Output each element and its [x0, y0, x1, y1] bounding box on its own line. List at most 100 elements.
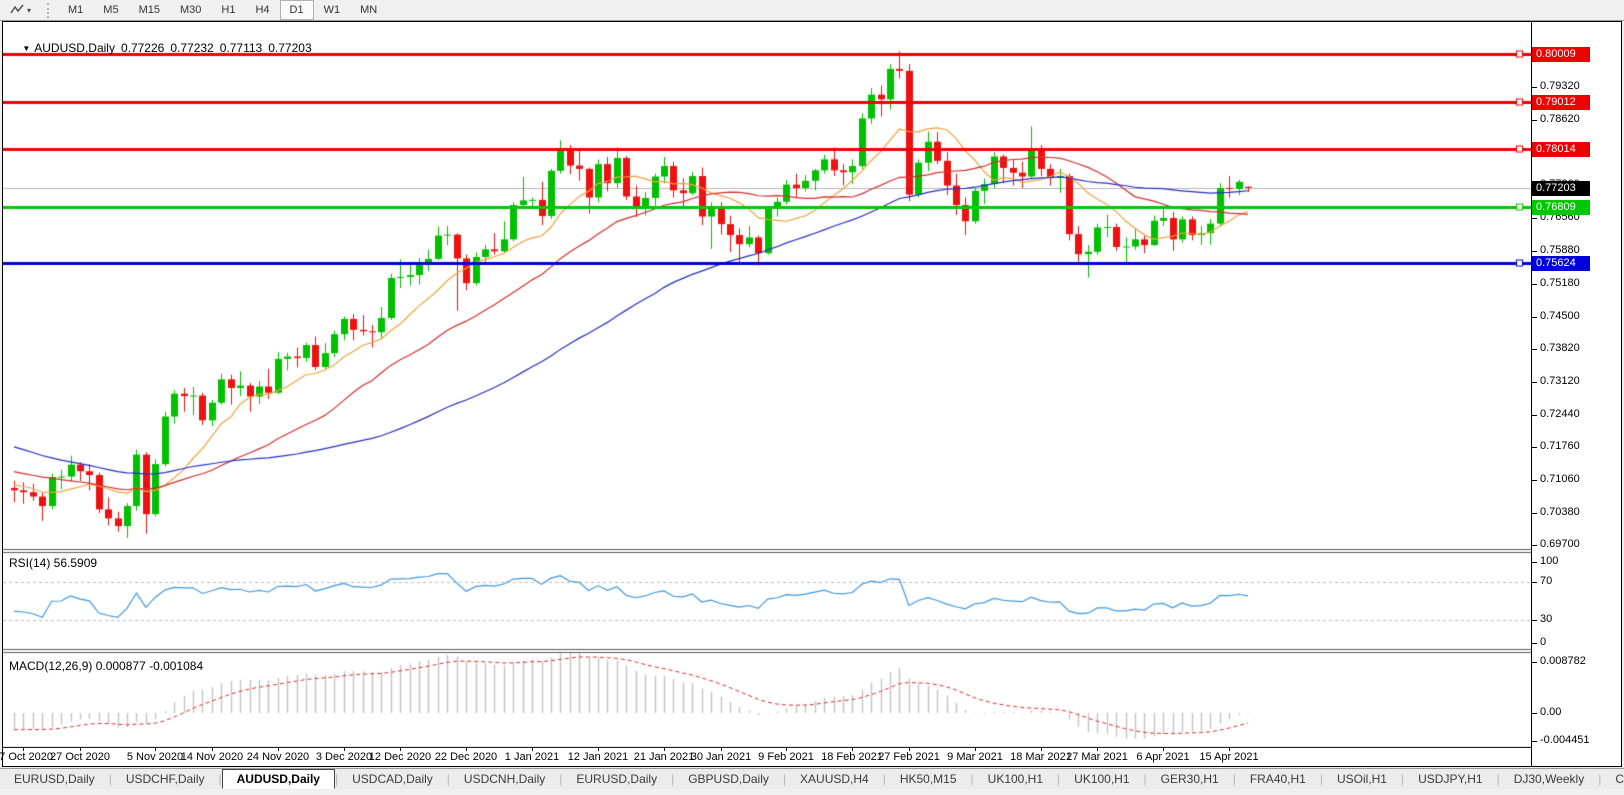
chart-symbol-label: AUDUSD,Daily — [34, 41, 115, 55]
time-axis-label: 22 Dec 2020 — [434, 751, 498, 763]
macd-indicator-label: MACD(12,26,9) 0.000877 -0.001084 — [9, 659, 204, 673]
timeframe-button-M15[interactable]: M15 — [138, 4, 160, 16]
tab-separator: | — [1057, 772, 1061, 786]
tab-separator: | — [1319, 772, 1323, 786]
tab-separator: | — [671, 772, 675, 786]
time-tick — [80, 748, 81, 751]
price-tick — [1532, 480, 1537, 481]
macd-tick — [1532, 662, 1537, 663]
rsi-tick — [1532, 582, 1537, 583]
time-axis-label: 24 Nov 2020 — [246, 751, 310, 763]
chevron-down-icon: ▾ — [27, 5, 32, 15]
chart-tab-DJ30-Weekly[interactable]: DJ30,Weekly — [1513, 772, 1585, 786]
time-tick — [278, 748, 279, 751]
rsi-tick — [1532, 620, 1537, 621]
price-axis-label: 0.75880 — [1540, 244, 1580, 256]
price-tick — [1532, 513, 1537, 514]
tab-separator: | — [446, 772, 450, 786]
rsi-axis-label: 30 — [1540, 613, 1553, 625]
rsi-axis-label: 0 — [1540, 636, 1547, 648]
chart-tab-USOil-H1[interactable]: USOil,H1 — [1336, 772, 1387, 786]
price-chart-canvas[interactable] — [3, 22, 1531, 748]
time-tick — [786, 748, 787, 751]
rsi-tick — [1532, 643, 1537, 644]
price-axis-label: 0.71760 — [1540, 440, 1580, 452]
collapse-triangle-icon[interactable]: ▼ — [22, 44, 31, 53]
tab-separator: | — [334, 772, 339, 786]
macd-axis-label: 0.00 — [1540, 706, 1562, 718]
timeframe-button-M30[interactable]: M30 — [179, 4, 202, 16]
time-axis-label: 9 Feb 2021 — [758, 751, 814, 763]
chart-tab-USDCHF-Daily[interactable]: USDCHF,Daily — [125, 772, 205, 786]
open-value: 0.77226 — [120, 41, 165, 55]
time-tick — [1097, 748, 1098, 751]
time-axis-label: 18 Feb 2021 — [821, 751, 883, 763]
chart-tab-UK100-H1[interactable]: UK100,H1 — [987, 772, 1044, 786]
time-axis-label: 6 Apr 2021 — [1136, 751, 1190, 763]
tab-separator: | — [108, 772, 112, 786]
price-tick — [1532, 87, 1537, 88]
price-axis-label: 0.75180 — [1540, 277, 1580, 289]
price-tick — [1532, 349, 1537, 350]
price-level-badge: 0.75624 — [1532, 256, 1590, 271]
timeframe-button-D1[interactable]: D1 — [279, 0, 314, 20]
price-level-badge: 0.79012 — [1532, 95, 1590, 110]
time-axis-label: 14 Nov 2020 — [180, 751, 244, 763]
tab-separator: | — [1400, 772, 1405, 786]
rsi-axis-label: 70 — [1540, 575, 1553, 587]
chart-line-tool-icon — [10, 4, 24, 14]
chart-tab-bar: EURUSD,Daily | USDCHF,Daily | AUDUSD,Daily | U… — [0, 768, 1624, 789]
chart-tab-AUDUSD-Daily[interactable]: AUDUSD,Daily — [221, 769, 335, 789]
timeframe-button-MN[interactable]: MN — [360, 4, 378, 16]
chart-tab-EURUSD-Daily[interactable]: EURUSD,Daily — [14, 772, 95, 786]
chart-toolbar: ▾ M1 M5 M15 M30 H1 H4 D1 W1 MN — [0, 0, 1624, 21]
price-axis-label: 0.72440 — [1540, 408, 1580, 420]
time-axis-label: 15 Apr 2021 — [1199, 751, 1259, 763]
chart-title: ▼ AUDUSD,Daily 0.77226 0.77232 0.77113 0.7720… — [9, 27, 312, 69]
timeframe-button-W1[interactable]: W1 — [323, 4, 341, 16]
price-tick — [1532, 545, 1537, 546]
chart-tab-CHINA300-H1[interactable]: CHINA300,H1 — [1615, 772, 1624, 786]
price-axis-label: 0.69700 — [1540, 538, 1580, 550]
tab-separator: | — [970, 772, 974, 786]
time-tick — [1041, 748, 1042, 751]
price-axis-label: 0.78620 — [1540, 113, 1580, 125]
time-axis-label: 12 Jan 2021 — [567, 751, 629, 763]
chart-tab-GBPUSD-Daily[interactable]: GBPUSD,Daily — [688, 772, 769, 786]
time-tick — [212, 748, 213, 751]
close-value: 0.77203 — [268, 41, 312, 55]
price-axis[interactable]: 0.793200.786200.779400.772600.765600.758… — [1531, 22, 1621, 766]
chart-tab-XAUUSD-H4[interactable]: XAUUSD,H4 — [800, 772, 869, 786]
chart-tab-EURUSD-Daily[interactable]: EURUSD,Daily — [576, 772, 658, 786]
time-axis-label: 27 Oct 2020 — [50, 751, 110, 763]
price-level-badge: 0.76809 — [1532, 200, 1590, 215]
macd-axis-label: 0.008782 — [1540, 655, 1586, 667]
time-axis-label: 18 Mar 2021 — [1010, 751, 1072, 763]
time-tick — [344, 748, 345, 751]
chart-tab-FRA40-H1[interactable]: FRA40,H1 — [1249, 772, 1306, 786]
chart-line-tool-button[interactable]: ▾ — [6, 3, 35, 17]
time-tick — [1163, 748, 1164, 751]
timeframe-button-H4[interactable]: H4 — [255, 4, 270, 16]
time-axis-label: 27 Mar 2021 — [1066, 751, 1128, 763]
chart-tab-USDJPY-H1[interactable]: USDJPY,H1 — [1418, 772, 1483, 786]
chart-tab-USDCNH-Daily[interactable]: USDCNH,Daily — [463, 772, 546, 786]
chart-tab-USDCAD-Daily[interactable]: USDCAD,Daily — [352, 772, 433, 786]
rsi-indicator-label: RSI(14) 56.5909 — [9, 556, 98, 570]
price-axis-label: 0.73120 — [1540, 375, 1580, 387]
timeframe-button-M1[interactable]: M1 — [68, 4, 84, 16]
price-axis-label: 0.74500 — [1540, 310, 1580, 322]
price-axis-label: 0.79320 — [1540, 80, 1580, 92]
price-axis-label: 0.73820 — [1540, 342, 1580, 354]
tab-separator: | — [559, 772, 563, 786]
price-tick — [1532, 317, 1537, 318]
chart-tab-HK50-M15[interactable]: HK50,M15 — [899, 772, 957, 786]
macd-axis-label: -0.004451 — [1540, 734, 1590, 746]
timeframe-button-M5[interactable]: M5 — [103, 4, 119, 16]
timeframe-button-H1[interactable]: H1 — [221, 4, 236, 16]
time-axis-label: 12 Dec 2020 — [368, 751, 432, 763]
tab-separator: | — [1143, 772, 1147, 786]
chart-tab-GER30-H1[interactable]: GER30,H1 — [1160, 772, 1219, 786]
chart-tab-UK100-H1[interactable]: UK100,H1 — [1074, 772, 1130, 786]
